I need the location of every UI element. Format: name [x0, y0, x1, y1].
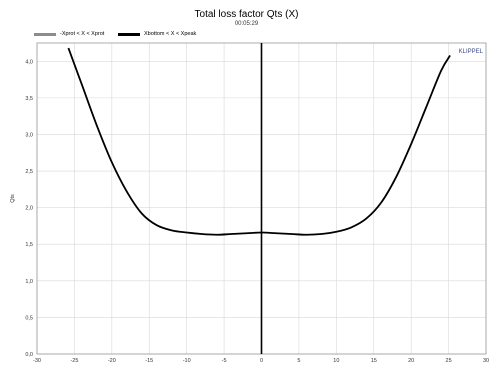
y-axis-title: Qts: [10, 194, 16, 203]
x-tick-label: 0: [260, 358, 263, 364]
series-layer: [67, 47, 451, 236]
y-tick-label: 2,0: [25, 206, 33, 212]
y-tick-label: 3,0: [25, 132, 33, 138]
legend-label: Xbottom < X < Xpeak: [144, 31, 197, 37]
x-tick-label: -10: [183, 358, 191, 364]
y-tick-label: 4,0: [25, 59, 33, 65]
qts-series-line: [67, 47, 451, 236]
x-tick-label: 10: [333, 358, 339, 364]
legend-label: -Xprot < X < Xprot: [60, 31, 105, 37]
x-tick-label: -20: [108, 358, 116, 364]
y-tick-label: 0,5: [25, 315, 33, 321]
klippel-logo-text: KLIPPEL: [459, 49, 484, 55]
measurement-time: 00:05:29: [234, 21, 259, 27]
y-tick-label: 0,0: [25, 352, 33, 358]
x-tick-label: 15: [371, 358, 377, 364]
legend-item-xpeak: Xbottom < X < Xpeak: [118, 30, 196, 38]
x-tick-label: -30: [33, 358, 41, 364]
y-tick-label: 3,5: [25, 96, 33, 102]
x-tick-label: 20: [408, 358, 414, 364]
x-tick-label: -5: [222, 358, 227, 364]
x-tick-label: -25: [70, 358, 78, 364]
x-tick-label: 30: [483, 358, 489, 364]
x-tick-label: 5: [297, 358, 300, 364]
x-tick-labels: -30 -25 -20 -15 -10 -5 0 5 10 15 20 25 30: [33, 358, 489, 364]
legend-swatch-black: [118, 32, 140, 36]
y-tick-label: 2,5: [25, 169, 33, 175]
y-tick-label: 1,5: [25, 242, 33, 248]
x-tick-label: 25: [446, 358, 452, 364]
y-tick-label: 1,0: [25, 279, 33, 285]
y-tick-labels: 0,0 0,5 1,0 1,5 2,0 2,5 3,0 3,5 4,0: [25, 59, 33, 358]
legend-swatch-gray: [34, 32, 56, 36]
chart-title: Total loss factor Qts (X): [194, 9, 299, 20]
legend-item-xprot: -Xprot < X < Xprot: [34, 30, 104, 38]
x-tick-label: -15: [145, 358, 153, 364]
